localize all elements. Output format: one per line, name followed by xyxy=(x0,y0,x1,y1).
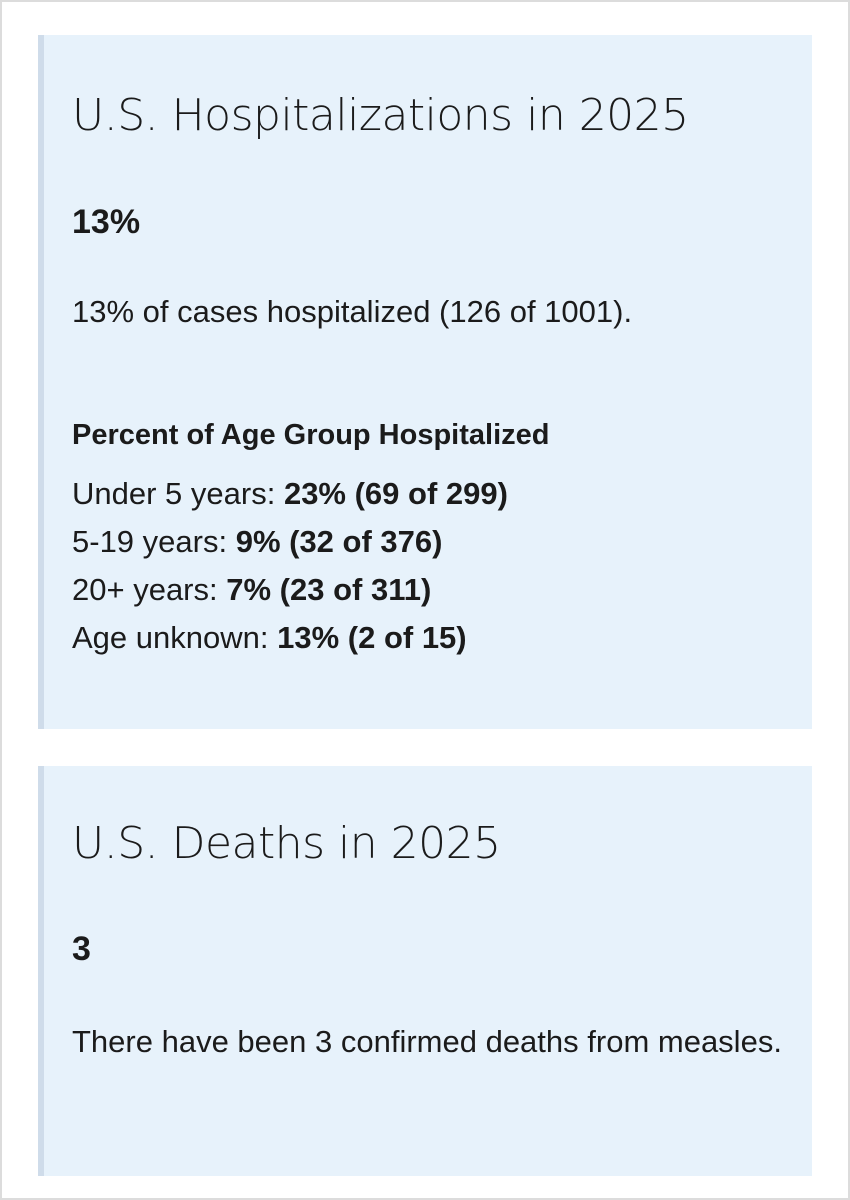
age-group-value: 23% (69 of 299) xyxy=(283,476,508,511)
age-group-value: 9% (32 of 376) xyxy=(235,524,443,559)
deaths-title: U.S. Deaths in 2025 xyxy=(72,818,501,869)
deaths-card: U.S. Deaths in 2025 3 There have been 3 … xyxy=(38,766,812,1176)
hospitalizations-title: U.S. Hospitalizations in 2025 xyxy=(72,90,689,141)
hospitalizations-stat: 13% xyxy=(72,203,141,241)
deaths-summary: There have been 3 confirmed deaths from … xyxy=(72,1024,782,1059)
age-group-row: 20+ years: 7% (23 of 311) xyxy=(72,566,508,614)
age-group-heading: Percent of Age Group Hospitalized xyxy=(72,419,550,451)
hospitalizations-summary: 13% of cases hospitalized (126 of 1001). xyxy=(72,294,633,329)
age-group-label: Age unknown: xyxy=(72,620,269,655)
age-group-list: Under 5 years: 23% (69 of 299) 5-19 year… xyxy=(72,470,508,662)
age-group-row: Under 5 years: 23% (69 of 299) xyxy=(72,470,508,518)
hospitalizations-card: U.S. Hospitalizations in 2025 13% 13% of… xyxy=(38,35,812,729)
age-group-label: 5-19 years: xyxy=(72,524,228,559)
age-group-value: 13% (2 of 15) xyxy=(277,620,467,655)
age-group-label: 20+ years: xyxy=(72,572,218,607)
age-group-row: 5-19 years: 9% (32 of 376) xyxy=(72,518,508,566)
age-group-label: Under 5 years: xyxy=(72,476,276,511)
age-group-row: Age unknown: 13% (2 of 15) xyxy=(72,614,508,662)
age-group-value: 7% (23 of 311) xyxy=(226,572,432,607)
deaths-stat: 3 xyxy=(72,930,91,968)
